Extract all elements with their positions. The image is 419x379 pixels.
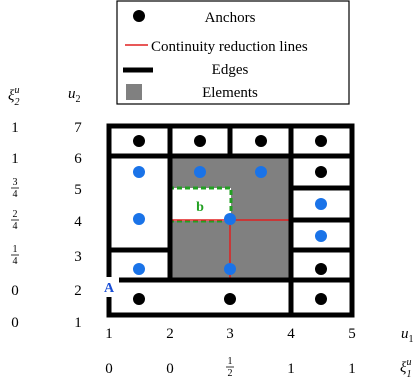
xi2-knot-label: 24 [11,209,19,232]
u2-tick-label: 6 [74,151,82,167]
anchor-black [224,293,236,305]
u1-tick-label: 3 [226,326,234,342]
legend: Anchors Continuity reduction lines Edges… [116,0,350,105]
svg-text:3: 3 [13,177,18,188]
anchor-blue [224,263,236,275]
anchor-blue [133,263,145,275]
xi2-knot-label: 14 [11,244,19,267]
anchor-black [255,135,267,147]
xi2-knot-label: 34 [11,177,19,200]
xi2-knot-label: 0 [11,315,19,331]
anchor-black [133,135,145,147]
u2-tick-labels: 1 2 3 4 5 6 7 [74,120,82,331]
region-b-outline [167,186,233,223]
u1-axis-title: u1 [401,326,414,345]
anchor-black [315,135,327,147]
xi1-knot-labels: 0 0 12 1 1 [105,356,356,379]
anchor-black [315,263,327,275]
xi1-knot-label: 0 [166,361,174,377]
u2-axis-title: u2 [68,86,81,105]
anchor-blue [133,166,145,178]
xi1-knot-label: 12 [226,356,234,379]
u1-tick-label: 2 [166,326,174,342]
anchor-blue [255,166,267,178]
u1-tick-label: 1 [105,326,113,342]
xi1-axis-title: ξu 1 [400,357,411,379]
region-b-label: b [196,200,204,215]
u1-tick-label: 5 [348,326,356,342]
xi1-knot-label: 1 [287,361,295,377]
u2-tick-label: 2 [74,283,82,299]
legend-elements-label: Elements [202,85,258,101]
legend-anchor-symbol [133,10,145,22]
xi2-knot-label: 1 [11,120,19,136]
anchor-black [315,293,327,305]
xi2-knot-label: 1 [11,151,19,167]
svg-text:1: 1 [228,356,233,367]
anchor-blue [194,166,206,178]
u2-tick-label: 3 [74,249,82,265]
anchor-blue [133,213,145,225]
u2-tick-label: 4 [74,214,82,230]
anchor-black [315,166,327,178]
svg-text:2: 2 [13,209,18,220]
svg-text:4: 4 [13,189,18,200]
u2-tick-label: 5 [74,182,82,198]
u2-tick-label: 1 [74,315,82,331]
anchors [133,135,327,305]
anchor-black [133,293,145,305]
legend-edges-label: Edges [212,62,249,78]
svg-text:4: 4 [13,256,18,267]
anchor-black [194,135,206,147]
svg-text:1: 1 [13,244,18,255]
u1-tick-labels: 1 2 3 4 5 [105,326,356,342]
u2-tick-label: 7 [74,120,82,136]
xi2-axis-title: ξu 2 [8,85,19,108]
anchor-blue [315,198,327,210]
point-a-backdrop [99,277,119,297]
svg-text:4: 4 [13,221,18,232]
anchor-blue [315,230,327,242]
u1-tick-label: 4 [287,326,295,342]
point-a-label: A [104,281,115,296]
svg-text:2: 2 [228,368,233,379]
xi2-knot-label: 0 [11,283,19,299]
legend-anchors-label: Anchors [205,10,256,26]
edges [106,123,355,318]
xi1-knot-label: 1 [348,361,356,377]
legend-frame [116,0,350,105]
xi1-knot-label: 0 [105,361,113,377]
legend-element-symbol [126,84,142,100]
legend-reduction-lines-label: Continuity reduction lines [151,39,308,55]
anchor-blue [224,213,236,225]
